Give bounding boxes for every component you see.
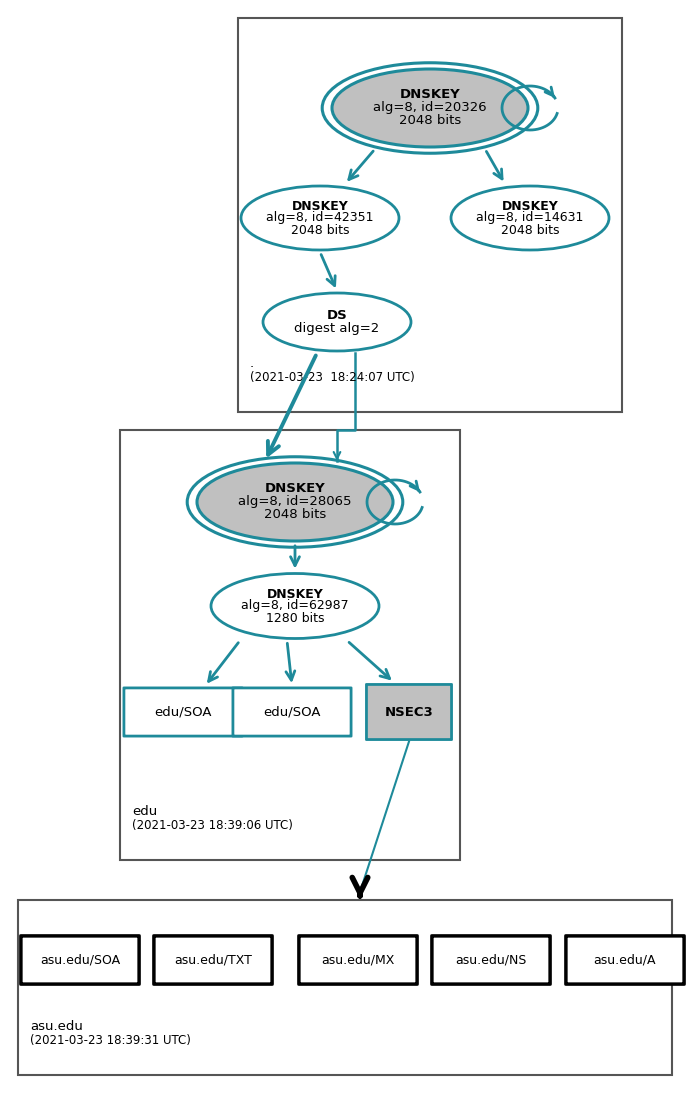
Ellipse shape (263, 293, 411, 351)
Text: .: . (250, 357, 254, 370)
Text: alg=8, id=14631: alg=8, id=14631 (476, 211, 584, 224)
Ellipse shape (211, 573, 379, 639)
Text: asu.edu/MX: asu.edu/MX (321, 954, 395, 966)
Text: alg=8, id=62987: alg=8, id=62987 (241, 600, 349, 613)
FancyBboxPatch shape (124, 688, 242, 736)
FancyBboxPatch shape (120, 430, 460, 860)
FancyBboxPatch shape (233, 688, 351, 736)
FancyBboxPatch shape (154, 935, 272, 985)
Text: digest alg=2: digest alg=2 (294, 322, 379, 335)
Text: 2048 bits: 2048 bits (399, 115, 461, 128)
FancyBboxPatch shape (238, 18, 622, 412)
Ellipse shape (332, 69, 528, 147)
Text: DNSKEY: DNSKEY (265, 482, 325, 496)
Text: DNSKEY: DNSKEY (502, 199, 558, 212)
FancyBboxPatch shape (566, 935, 684, 985)
Text: edu/SOA: edu/SOA (263, 706, 321, 719)
Text: alg=8, id=20326: alg=8, id=20326 (373, 102, 487, 115)
FancyBboxPatch shape (432, 935, 550, 985)
Text: 2048 bits: 2048 bits (291, 223, 349, 236)
Text: asu.edu/A: asu.edu/A (594, 954, 656, 966)
Text: 2048 bits: 2048 bits (501, 223, 559, 236)
Text: asu.edu/NS: asu.edu/NS (455, 954, 527, 966)
Text: DS: DS (327, 309, 348, 322)
Ellipse shape (241, 186, 399, 251)
Text: alg=8, id=42351: alg=8, id=42351 (266, 211, 374, 224)
FancyBboxPatch shape (18, 900, 672, 1075)
Ellipse shape (451, 186, 609, 251)
Text: DNSKEY: DNSKEY (267, 587, 323, 601)
Text: 1280 bits: 1280 bits (266, 612, 324, 625)
FancyBboxPatch shape (299, 935, 417, 985)
Ellipse shape (197, 463, 393, 542)
FancyBboxPatch shape (366, 685, 451, 740)
Text: DNSKEY: DNSKEY (292, 199, 348, 212)
Text: asu.edu: asu.edu (30, 1020, 83, 1033)
Text: asu.edu/TXT: asu.edu/TXT (174, 954, 252, 966)
Text: NSEC3: NSEC3 (385, 706, 433, 719)
Text: 2048 bits: 2048 bits (264, 509, 326, 522)
FancyBboxPatch shape (21, 935, 139, 985)
Text: asu.edu/SOA: asu.edu/SOA (40, 954, 120, 966)
Text: edu: edu (132, 805, 158, 818)
Text: alg=8, id=28065: alg=8, id=28065 (238, 496, 352, 509)
Text: DNSKEY: DNSKEY (399, 89, 460, 102)
Text: (2021-03-23 18:39:31 UTC): (2021-03-23 18:39:31 UTC) (30, 1034, 191, 1047)
Text: (2021-03-23  18:24:07 UTC): (2021-03-23 18:24:07 UTC) (250, 371, 415, 384)
Text: edu/SOA: edu/SOA (154, 706, 211, 719)
Text: (2021-03-23 18:39:06 UTC): (2021-03-23 18:39:06 UTC) (132, 819, 293, 833)
